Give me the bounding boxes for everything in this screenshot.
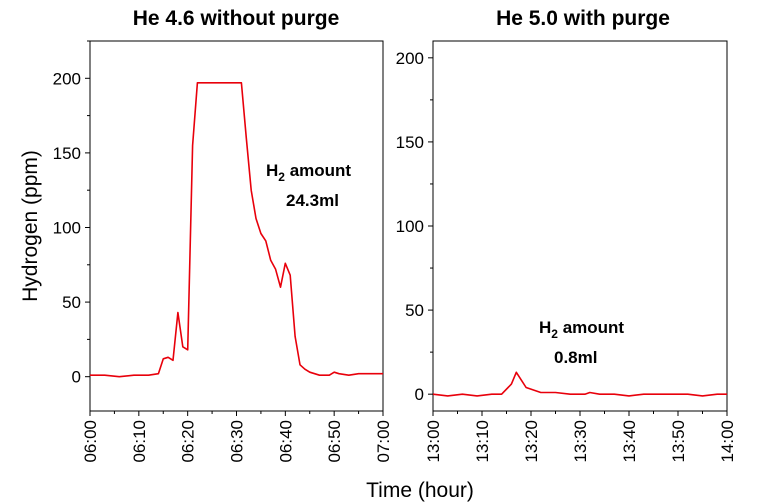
left-x-tick-label: 06:10 — [130, 420, 149, 463]
x-axis-label: Time (hour) — [366, 479, 474, 502]
right-x-tick-label: 13:20 — [522, 420, 541, 463]
right-y-tick-label: 0 — [415, 385, 424, 404]
y-axis-label: Hydrogen (ppm) — [19, 150, 42, 302]
left-y-tick-label: 0 — [72, 368, 81, 387]
right-y-tick-label: 150 — [396, 133, 424, 152]
left-x-tick-label: 06:40 — [276, 420, 295, 463]
right-chart-panel: He 5.0 with purge Time (hour) H2 amount … — [366, 7, 737, 502]
left-h2-amount-value: 24.3ml — [286, 191, 339, 210]
left-h2-amount-label: H2 amount — [266, 161, 351, 184]
left-y-tick-label: 150 — [53, 144, 81, 163]
left-plot-frame — [89, 40, 384, 412]
right-chart-title: He 5.0 with purge — [496, 7, 670, 30]
left-x-tick-label: 06:50 — [325, 420, 344, 463]
right-h2-amount-label: H2 amount — [539, 318, 624, 341]
left-x-tick-label: 06:30 — [228, 420, 247, 463]
left-x-tick-label: 06:20 — [179, 420, 198, 463]
left-x-tick-label: 06:00 — [81, 420, 100, 463]
right-hydrogen-series-line — [432, 371, 727, 397]
left-chart-title: He 4.6 without purge — [133, 7, 340, 30]
right-x-tick-label: 13:30 — [571, 420, 590, 463]
right-x-tick-label: 13:50 — [669, 420, 688, 463]
right-x-tick-label: 13:40 — [620, 420, 639, 463]
left-hydrogen-series-line — [90, 82, 383, 378]
right-y-tick-label: 50 — [405, 301, 424, 320]
left-y-tick-label: 50 — [62, 293, 81, 312]
right-x-tick-label: 13:00 — [424, 420, 443, 463]
left-x-tick-label: 07:00 — [374, 420, 393, 463]
left-chart-panel: He 4.6 without purge Hydrogen (ppm) H2 a… — [19, 7, 393, 463]
right-h2-amount-value: 0.8ml — [554, 348, 597, 367]
right-y-tick-label: 200 — [396, 49, 424, 68]
left-y-tick-label: 100 — [53, 218, 81, 237]
right-y-tick-label: 100 — [396, 217, 424, 236]
right-x-tick-label: 14:00 — [718, 420, 737, 463]
left-y-tick-label: 200 — [53, 69, 81, 88]
right-x-tick-label: 13:10 — [473, 420, 492, 463]
